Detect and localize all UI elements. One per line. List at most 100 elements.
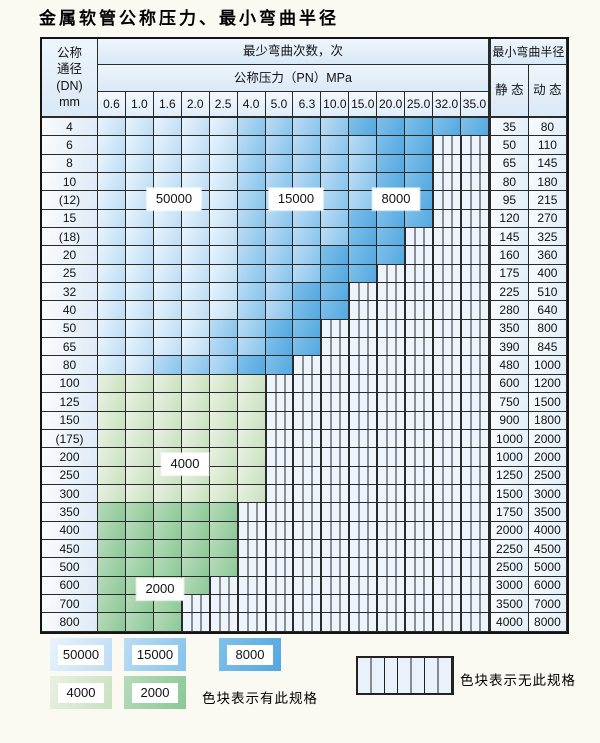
zone-cell-b50 bbox=[98, 191, 126, 210]
zone-cell-none bbox=[293, 613, 322, 632]
zone-cell-none bbox=[405, 539, 434, 559]
zone-cell-none bbox=[349, 411, 378, 430]
zone-cell-b40 bbox=[98, 484, 126, 504]
zone-cell-b40 bbox=[237, 411, 266, 430]
zone-cell-b40 bbox=[181, 484, 210, 504]
zone-cell-none bbox=[321, 521, 350, 540]
dn-cell: 8 bbox=[42, 154, 98, 174]
zone-cell-b8 bbox=[293, 301, 322, 320]
dn-cell: 125 bbox=[42, 393, 98, 412]
zone-cell-b50 bbox=[181, 301, 210, 320]
zone-cell-none bbox=[377, 319, 406, 339]
dn-cell: 250 bbox=[42, 466, 98, 485]
zone-cell-none bbox=[293, 356, 322, 375]
zone-cell-b50 bbox=[209, 136, 238, 155]
dynamic-radius-cell: 7000 bbox=[528, 594, 567, 614]
zone-cell-none bbox=[377, 301, 406, 320]
dynamic-radius-cell: 510 bbox=[528, 283, 567, 302]
static-radius-cell: 1750 bbox=[488, 503, 529, 522]
zone-cell-b40 bbox=[98, 466, 126, 485]
zone-cell-b15 bbox=[321, 228, 350, 247]
zone-cell-none bbox=[349, 338, 378, 357]
zone-cell-b20 bbox=[209, 539, 238, 559]
zone-cell-none bbox=[405, 503, 434, 522]
static-radius-cell: 50 bbox=[488, 136, 529, 155]
zone-cell-b20 bbox=[98, 576, 126, 595]
pressure-col-header: 15.0 bbox=[349, 92, 378, 118]
zone-cell-none bbox=[349, 484, 378, 504]
static-radius-cell: 160 bbox=[488, 246, 529, 265]
dn-cell: 700 bbox=[42, 594, 98, 614]
zone-cell-b15 bbox=[349, 154, 378, 174]
zone-cell-b15 bbox=[237, 264, 266, 284]
static-radius-cell: 750 bbox=[488, 393, 529, 412]
zone-cell-none bbox=[265, 594, 294, 614]
dn-cell: (175) bbox=[42, 429, 98, 449]
zone-cell-none bbox=[433, 576, 461, 595]
zone-cell-b20 bbox=[153, 521, 182, 540]
zone-cell-none bbox=[377, 338, 406, 357]
zone-cell-none bbox=[349, 613, 378, 632]
zone-cell-none bbox=[377, 466, 406, 485]
zone-cell-b50 bbox=[209, 191, 238, 210]
zone-cell-none bbox=[321, 356, 350, 375]
zone-cell-b40 bbox=[181, 429, 210, 449]
zone-cell-none bbox=[349, 429, 378, 449]
dn-cell: 300 bbox=[42, 484, 98, 504]
zone-cell-b40 bbox=[98, 393, 126, 412]
dynamic-radius-cell: 360 bbox=[528, 246, 567, 265]
zone-cell-b40 bbox=[209, 429, 238, 449]
dn-cell: 65 bbox=[42, 338, 98, 357]
zone-cell-b8 bbox=[405, 136, 434, 155]
legend-absent-text: 色块表示无此规格 bbox=[460, 673, 576, 688]
zone-cell-none bbox=[321, 576, 350, 595]
static-radius-cell: 600 bbox=[488, 374, 529, 394]
zone-cell-b50 bbox=[209, 264, 238, 284]
zone-cell-b50 bbox=[98, 209, 126, 229]
static-radius-cell: 1250 bbox=[488, 466, 529, 485]
zone-cell-none bbox=[237, 613, 266, 632]
static-radius-cell: 1000 bbox=[488, 429, 529, 449]
zone-cell-b8 bbox=[377, 118, 406, 137]
zone-cell-b15 bbox=[265, 209, 294, 229]
zone-cell-none bbox=[405, 319, 434, 339]
zone-cell-b50 bbox=[125, 228, 154, 247]
zone-cell-b50 bbox=[181, 283, 210, 302]
zone-cell-b50 bbox=[153, 154, 182, 174]
zone-cell-none bbox=[433, 319, 461, 339]
zone-cell-none bbox=[377, 576, 406, 595]
zone-cell-b15 bbox=[265, 118, 294, 137]
zone-cell-b50 bbox=[209, 301, 238, 320]
zone-cell-b20 bbox=[125, 558, 154, 577]
zone-cell-none bbox=[377, 356, 406, 375]
zone-cell-b15 bbox=[265, 154, 294, 174]
zone-cell-b8 bbox=[377, 228, 406, 247]
static-radius-cell: 350 bbox=[488, 319, 529, 339]
zone-cell-b20 bbox=[181, 576, 210, 595]
dn-header-line: mm bbox=[59, 95, 80, 109]
zone-cell-none bbox=[377, 484, 406, 504]
zone-cell-b20 bbox=[125, 539, 154, 559]
zone-cell-none bbox=[460, 613, 489, 632]
zone-cell-none bbox=[433, 191, 461, 210]
zone-cell-none bbox=[237, 503, 266, 522]
zone-cell-none bbox=[293, 539, 322, 559]
zone-cell-none bbox=[460, 558, 489, 577]
zone-cell-b40 bbox=[209, 484, 238, 504]
zone-count-label: 2000 bbox=[136, 578, 184, 600]
zone-cell-b50 bbox=[98, 301, 126, 320]
zone-cell-none bbox=[460, 411, 489, 430]
zone-cell-b15 bbox=[237, 283, 266, 302]
zone-cell-none bbox=[265, 503, 294, 522]
zone-cell-none bbox=[433, 136, 461, 155]
legend-item-50000: 50000 bbox=[50, 638, 112, 671]
zone-cell-none bbox=[349, 393, 378, 412]
zone-cell-none bbox=[433, 264, 461, 284]
zone-cell-b40 bbox=[153, 393, 182, 412]
zone-cell-b8 bbox=[377, 136, 406, 155]
zone-cell-b8 bbox=[405, 154, 434, 174]
zone-cell-b40 bbox=[181, 411, 210, 430]
static-radius-cell: 2250 bbox=[488, 539, 529, 559]
zone-cell-none bbox=[405, 301, 434, 320]
zone-cell-none bbox=[377, 283, 406, 302]
